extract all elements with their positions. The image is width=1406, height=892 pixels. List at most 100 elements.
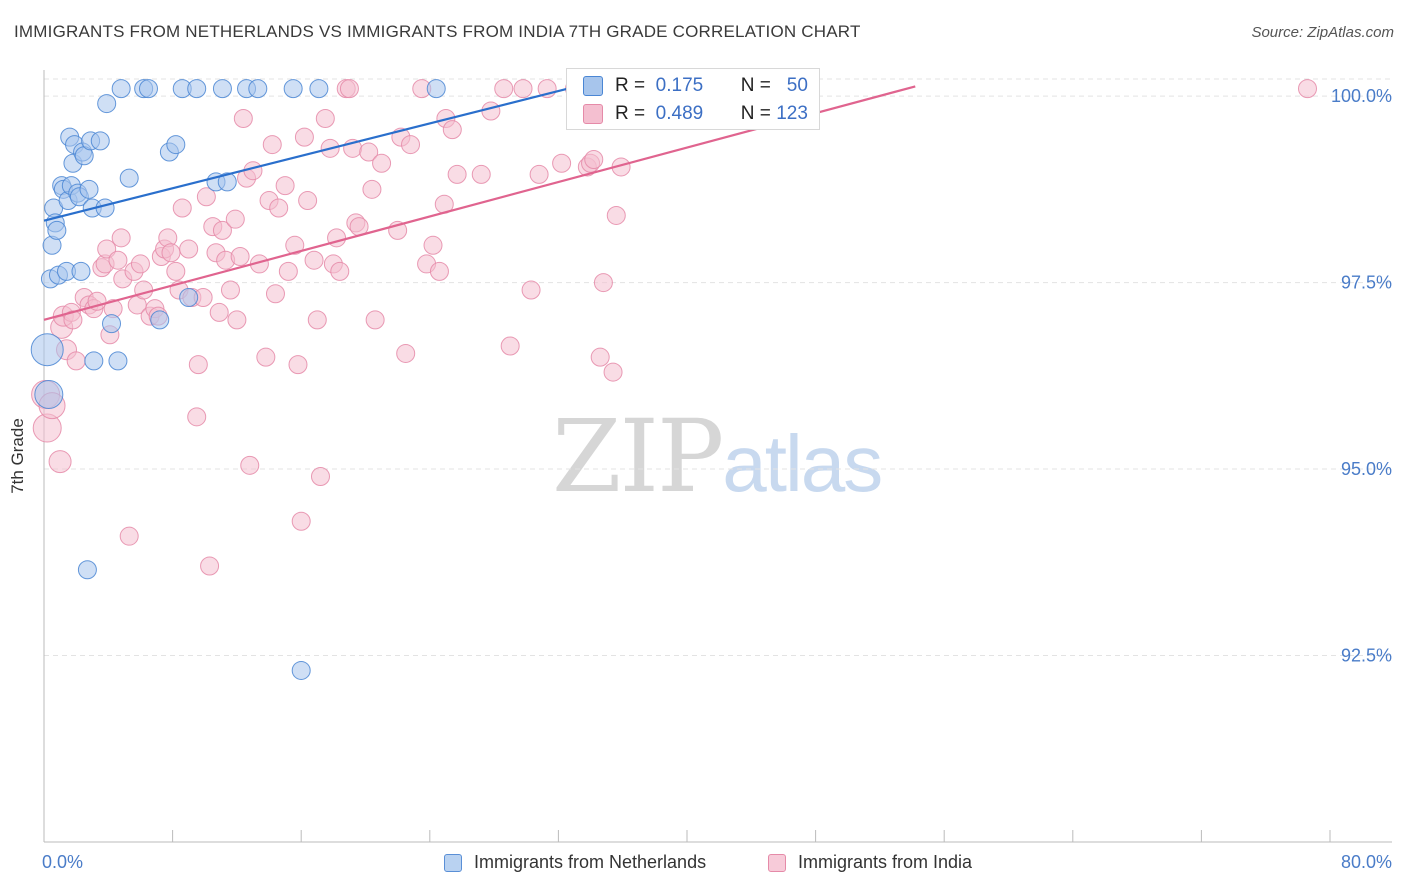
india-point <box>225 209 245 229</box>
india-point <box>278 261 298 281</box>
india-point <box>200 556 220 576</box>
india-swatch <box>583 104 603 124</box>
india-point <box>529 164 549 184</box>
india-point <box>48 450 72 474</box>
netherlands-point <box>97 94 117 114</box>
netherlands-point <box>47 220 67 240</box>
netherlands-point <box>30 333 64 367</box>
india-point <box>304 250 324 270</box>
stats-row-netherlands: R = 0.175 N = 50 <box>583 75 808 97</box>
india-point <box>603 362 623 382</box>
india-point <box>429 261 449 281</box>
india-point <box>265 284 285 304</box>
chart-title: IMMIGRANTS FROM NETHERLANDS VS IMMIGRANT… <box>14 22 861 41</box>
india-point <box>230 246 250 266</box>
india-point <box>396 343 416 363</box>
netherlands-point <box>150 310 170 330</box>
india-point <box>447 164 467 184</box>
netherlands-point <box>108 351 128 371</box>
india-point <box>212 220 232 240</box>
watermark-zip: ZIP <box>552 398 724 515</box>
netherlands-point <box>102 314 122 334</box>
n-label: N = <box>740 75 771 96</box>
india-point <box>172 198 192 218</box>
netherlands-point <box>79 179 99 199</box>
india-point <box>111 228 131 248</box>
india-point <box>187 407 207 427</box>
netherlands-point <box>71 261 91 281</box>
india-point <box>66 351 86 371</box>
netherlands-swatch <box>583 76 603 96</box>
india-point <box>307 310 327 330</box>
netherlands-point <box>212 79 232 99</box>
watermark-atlas: atlas <box>722 419 883 508</box>
india-point <box>365 310 385 330</box>
netherlands-point <box>138 79 158 99</box>
r-label: R = <box>615 103 646 124</box>
india-point <box>423 235 443 255</box>
source-credit: Source: ZipAtlas.com <box>1251 24 1394 41</box>
india-point <box>196 187 216 207</box>
n-value-india: 123 <box>776 103 808 124</box>
legend-label-netherlands: Immigrants from Netherlands <box>474 852 707 872</box>
x-axis-min-label: 0.0% <box>42 852 84 872</box>
axis-layer <box>43 70 1392 843</box>
india-point <box>310 467 330 487</box>
netherlands-point <box>426 79 446 99</box>
india-point <box>130 254 150 274</box>
r-value-india: 0.489 <box>655 103 704 124</box>
stats-row-india: R = 0.489 N = 123 <box>583 103 808 125</box>
y-tick-label: 97.5% <box>1341 273 1392 293</box>
india-point <box>372 153 392 173</box>
netherlands-points <box>30 79 446 680</box>
legend-item-netherlands[interactable]: Immigrants from Netherlands <box>444 852 706 873</box>
india-point <box>220 280 240 300</box>
stats-legend: R = 0.175 N = 50 R = 0.489 N = 123 <box>566 68 820 130</box>
india-point <box>275 176 295 196</box>
india-point <box>288 355 308 375</box>
india-point <box>63 310 83 330</box>
india-point <box>359 142 379 162</box>
y-tick-label: 92.5% <box>1341 646 1392 666</box>
legend-label-india: Immigrants from India <box>798 852 973 872</box>
india-point <box>166 261 186 281</box>
legend-item-india[interactable]: Immigrants from India <box>768 852 972 873</box>
india-point <box>161 243 181 263</box>
netherlands-point <box>248 79 268 99</box>
netherlands-point <box>291 660 311 680</box>
india-point <box>262 135 282 155</box>
y-tick-labels: 92.5% 95.0% 97.5% 100.0% <box>1331 86 1392 665</box>
netherlands-point <box>179 287 199 307</box>
india-point <box>606 205 626 225</box>
india-point <box>521 280 541 300</box>
india-point <box>294 127 314 147</box>
r-value-netherlands: 0.175 <box>655 75 704 96</box>
india-point <box>108 250 128 270</box>
india-point <box>188 355 208 375</box>
india-point <box>442 120 462 140</box>
netherlands-trend-line <box>43 83 583 222</box>
india-point <box>481 101 501 121</box>
india-point <box>119 526 139 546</box>
n-value-netherlands: 50 <box>786 75 808 96</box>
netherlands-point <box>166 135 186 155</box>
india-point <box>179 239 199 259</box>
india-point <box>471 164 491 184</box>
india-point <box>584 150 604 170</box>
n-label: N = <box>740 103 771 124</box>
netherlands-point <box>34 379 64 409</box>
netherlands-point <box>84 351 104 371</box>
india-point <box>339 79 359 99</box>
netherlands-point <box>283 79 303 99</box>
india-point <box>269 198 289 218</box>
netherlands-point <box>187 79 207 99</box>
india-point <box>552 153 572 173</box>
india-point <box>315 108 335 128</box>
y-tick-label: 100.0% <box>1331 86 1392 106</box>
y-axis-label: 7th Grade <box>8 418 27 494</box>
india-point <box>209 302 229 322</box>
india-point <box>401 135 421 155</box>
india-point <box>298 191 318 211</box>
netherlands-point <box>90 131 110 151</box>
india-point <box>240 455 260 475</box>
